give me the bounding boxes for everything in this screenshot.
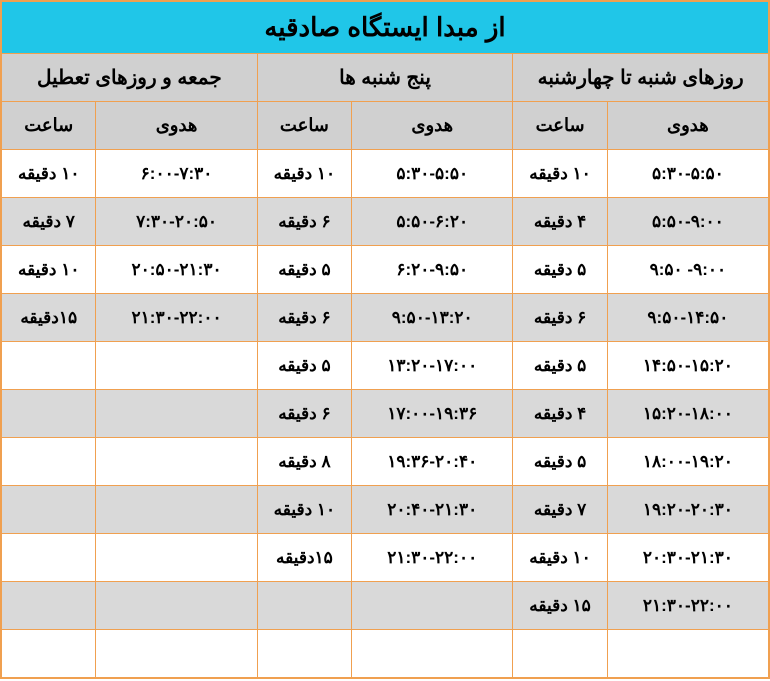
time-cell: ۲۱:۳۰-۲۲:۰۰ (352, 534, 513, 582)
time-cell: ۱۴:۵۰-۱۵:۲۰ (607, 342, 768, 390)
time-cell: ۵:۳۰-۵:۵۰ (607, 150, 768, 198)
time-cell: ۱۳:۲۰-۱۷:۰۰ (352, 342, 513, 390)
schedule-table: از مبدا ایستگاه صادقیه روزهای شنبه تا چه… (1, 1, 769, 678)
freq-cell: ۱۰ دقیقه (513, 150, 607, 198)
time-cell (96, 534, 257, 582)
col-header-freq-0: ساعت (513, 102, 607, 150)
time-cell: ۹:۵۰-۱۴:۵۰ (607, 294, 768, 342)
time-cell: ۹:۵۰-۱۳:۲۰ (352, 294, 513, 342)
freq-cell: ۱۵ دقیقه (513, 582, 607, 630)
table-row: ۲۰:۳۰-۲۱:۳۰۱۰ دقیقه۲۱:۳۰-۲۲:۰۰۱۵دقیقه (2, 534, 769, 582)
freq-cell: ۵ دقیقه (257, 342, 351, 390)
freq-cell (2, 534, 96, 582)
freq-cell: ۵ دقیقه (513, 342, 607, 390)
freq-cell (2, 630, 96, 678)
time-cell (96, 630, 257, 678)
freq-cell: ۵ دقیقه (513, 246, 607, 294)
freq-cell (257, 630, 351, 678)
freq-cell: ۴ دقیقه (513, 390, 607, 438)
time-cell: ۱۹:۲۰-۲۰:۳۰ (607, 486, 768, 534)
col-header-time-0: هدوی (607, 102, 768, 150)
time-cell: ۵:۳۰-۵:۵۰ (352, 150, 513, 198)
freq-cell (2, 438, 96, 486)
table-row: ۹:۵۰-۱۴:۵۰۶ دقیقه۹:۵۰-۱۳:۲۰۶ دقیقه۲۱:۳۰-… (2, 294, 769, 342)
time-cell: ۲۰:۵۰-۲۱:۳۰ (96, 246, 257, 294)
group-header-1: پنج شنبه ها (257, 54, 513, 102)
group-header-0: روزهای شنبه تا چهارشنبه (513, 54, 769, 102)
time-cell: ۱۸:۰۰-۱۹:۲۰ (607, 438, 768, 486)
time-cell: ۱۹:۳۶-۲۰:۴۰ (352, 438, 513, 486)
time-cell (607, 630, 768, 678)
freq-cell (513, 630, 607, 678)
table-title: از مبدا ایستگاه صادقیه (2, 2, 769, 54)
time-cell: ۲۱:۳۰-۲۲:۰۰ (96, 294, 257, 342)
freq-cell: ۸ دقیقه (257, 438, 351, 486)
time-cell: ۶:۲۰-۹:۵۰ (352, 246, 513, 294)
freq-cell: ۱۵دقیقه (2, 294, 96, 342)
freq-cell: ۱۰ دقیقه (2, 246, 96, 294)
freq-cell: ۴ دقیقه (513, 198, 607, 246)
col-header-freq-2: ساعت (2, 102, 96, 150)
freq-cell (2, 342, 96, 390)
schedule-table-wrap: از مبدا ایستگاه صادقیه روزهای شنبه تا چه… (0, 0, 770, 679)
time-cell (96, 582, 257, 630)
col-header-time-2: هدوی (96, 102, 257, 150)
freq-cell: ۶ دقیقه (257, 390, 351, 438)
time-cell: ۵:۵۰-۹:۰۰ (607, 198, 768, 246)
freq-cell (2, 486, 96, 534)
table-row: ۱۸:۰۰-۱۹:۲۰۵ دقیقه۱۹:۳۶-۲۰:۴۰۸ دقیقه (2, 438, 769, 486)
time-cell: ۷:۳۰-۲۰:۵۰ (96, 198, 257, 246)
freq-cell: ۱۰ دقیقه (257, 486, 351, 534)
table-body: ۵:۳۰-۵:۵۰۱۰ دقیقه۵:۳۰-۵:۵۰۱۰ دقیقه۶:۰۰-۷… (2, 150, 769, 678)
col-header-time-1: هدوی (352, 102, 513, 150)
table-row: ۱۵:۲۰-۱۸:۰۰۴ دقیقه۱۷:۰۰-۱۹:۳۶۶ دقیقه (2, 390, 769, 438)
time-cell: ۱۵:۲۰-۱۸:۰۰ (607, 390, 768, 438)
time-cell (96, 486, 257, 534)
freq-cell: ۶ دقیقه (257, 198, 351, 246)
freq-cell: ۷ دقیقه (2, 198, 96, 246)
time-cell (352, 582, 513, 630)
time-cell: ۲۱:۳۰-۲۲:۰۰ (607, 582, 768, 630)
freq-cell (257, 582, 351, 630)
freq-cell: ۵ دقیقه (257, 246, 351, 294)
table-row: ۵:۵۰-۹:۰۰۴ دقیقه۵:۵۰-۶:۲۰۶ دقیقه۷:۳۰-۲۰:… (2, 198, 769, 246)
freq-cell: ۶ دقیقه (257, 294, 351, 342)
time-cell: ۹:۰۰- ۹:۵۰ (607, 246, 768, 294)
time-cell (352, 630, 513, 678)
freq-cell: ۷ دقیقه (513, 486, 607, 534)
group-header-2: جمعه و روزهای تعطیل (2, 54, 258, 102)
freq-cell (2, 582, 96, 630)
freq-cell: ۱۵دقیقه (257, 534, 351, 582)
time-cell: ۱۷:۰۰-۱۹:۳۶ (352, 390, 513, 438)
time-cell: ۵:۵۰-۶:۲۰ (352, 198, 513, 246)
time-cell: ۲۰:۴۰-۲۱:۳۰ (352, 486, 513, 534)
freq-cell (2, 390, 96, 438)
table-row (2, 630, 769, 678)
freq-cell: ۱۰ دقیقه (2, 150, 96, 198)
time-cell (96, 438, 257, 486)
table-row: ۱۹:۲۰-۲۰:۳۰۷ دقیقه۲۰:۴۰-۲۱:۳۰۱۰ دقیقه (2, 486, 769, 534)
freq-cell: ۱۰ دقیقه (257, 150, 351, 198)
table-row: ۲۱:۳۰-۲۲:۰۰۱۵ دقیقه (2, 582, 769, 630)
time-cell (96, 342, 257, 390)
col-header-freq-1: ساعت (257, 102, 351, 150)
table-row: ۱۴:۵۰-۱۵:۲۰۵ دقیقه۱۳:۲۰-۱۷:۰۰۵ دقیقه (2, 342, 769, 390)
freq-cell: ۱۰ دقیقه (513, 534, 607, 582)
table-row: ۵:۳۰-۵:۵۰۱۰ دقیقه۵:۳۰-۵:۵۰۱۰ دقیقه۶:۰۰-۷… (2, 150, 769, 198)
time-cell: ۶:۰۰-۷:۳۰ (96, 150, 257, 198)
time-cell (96, 390, 257, 438)
time-cell: ۲۰:۳۰-۲۱:۳۰ (607, 534, 768, 582)
table-row: ۹:۰۰- ۹:۵۰۵ دقیقه۶:۲۰-۹:۵۰۵ دقیقه۲۰:۵۰-۲… (2, 246, 769, 294)
freq-cell: ۶ دقیقه (513, 294, 607, 342)
freq-cell: ۵ دقیقه (513, 438, 607, 486)
